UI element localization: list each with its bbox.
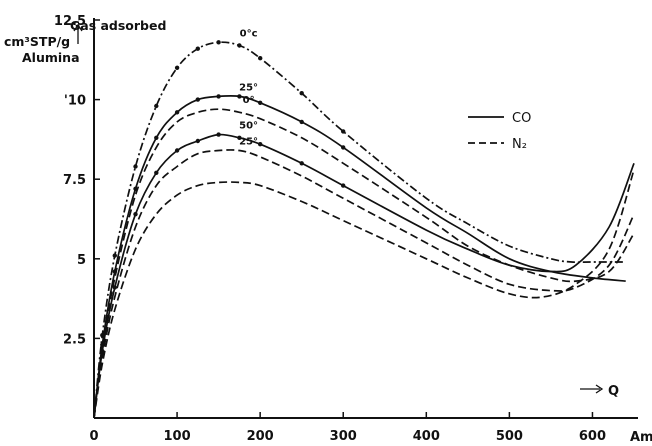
series-line — [93, 94, 626, 419]
data-point — [341, 145, 346, 150]
annotations: cm³STP/g Alumina Gas adsorbed Am Q — [4, 18, 652, 445]
legend-label-co: CO — [512, 111, 531, 126]
y-tick-label: '10 — [64, 94, 86, 109]
data-point — [133, 164, 138, 169]
series-line — [93, 108, 635, 419]
x-tick-label: 400 — [413, 429, 440, 444]
y-tick-label: 2.5 — [63, 332, 86, 347]
legend: CO N₂ — [468, 111, 531, 152]
x-unit-label: Am — [630, 430, 652, 445]
data-point — [174, 65, 180, 71]
series-5: 50° — [93, 169, 635, 419]
data-point — [299, 119, 304, 125]
data-point — [154, 103, 159, 109]
data-point — [174, 148, 180, 153]
data-point — [258, 56, 263, 61]
series-2: 50° — [93, 121, 635, 419]
data-point — [299, 91, 304, 96]
curve-label: 25° — [239, 82, 258, 93]
data-point — [174, 110, 180, 115]
up-arrow-icon — [73, 23, 83, 44]
data-point — [341, 129, 346, 134]
x-tick-label: 600 — [579, 429, 606, 444]
x-tick-label: 200 — [247, 429, 274, 444]
curve-label: 0°c — [240, 28, 258, 39]
legend-label-n2: N₂ — [512, 137, 527, 152]
curve-label: 25° — [239, 137, 258, 148]
data-point — [258, 142, 263, 147]
gas-adsorbed-annotation: Gas adsorbed — [70, 18, 166, 33]
x-tick-label: 300 — [330, 429, 357, 444]
right-arrow-icon — [580, 384, 604, 394]
data-point — [133, 212, 138, 217]
data-point — [112, 253, 118, 258]
data-point — [195, 46, 200, 51]
y-axis-title-line1: cm³STP/g — [4, 34, 70, 49]
series-line — [93, 149, 635, 419]
series-0: 0°c — [93, 28, 626, 419]
data-point — [237, 43, 242, 48]
curves: 0°c 25° 50° 0° 25° 50° — [93, 28, 635, 419]
x-tick-label: 500 — [496, 429, 523, 444]
data-point — [216, 40, 221, 45]
data-point — [195, 138, 200, 144]
series-4: 25° — [93, 137, 635, 419]
data-point — [154, 135, 159, 140]
data-point — [216, 132, 221, 137]
data-point — [237, 135, 242, 140]
x-arrow-label: Q — [608, 384, 619, 399]
y-tick-label: 5 — [77, 253, 86, 268]
x-tick-label: 0 — [89, 429, 98, 444]
curve-label: 50° — [239, 121, 258, 132]
data-point — [299, 161, 304, 166]
data-point — [258, 100, 263, 106]
data-point — [195, 97, 200, 102]
data-point — [341, 183, 346, 188]
x-tick-label: 100 — [164, 429, 191, 444]
series-3: 0° — [93, 95, 635, 419]
data-point — [216, 94, 221, 99]
curve-label: 0° — [243, 95, 255, 106]
data-point — [237, 94, 242, 99]
series-line — [93, 169, 635, 419]
series-1: 25° — [93, 82, 626, 419]
data-point — [154, 170, 159, 175]
y-axis-title-line2: Alumina — [22, 50, 80, 65]
series-line — [93, 41, 626, 419]
y-tick-label: 7.5 — [63, 173, 86, 188]
